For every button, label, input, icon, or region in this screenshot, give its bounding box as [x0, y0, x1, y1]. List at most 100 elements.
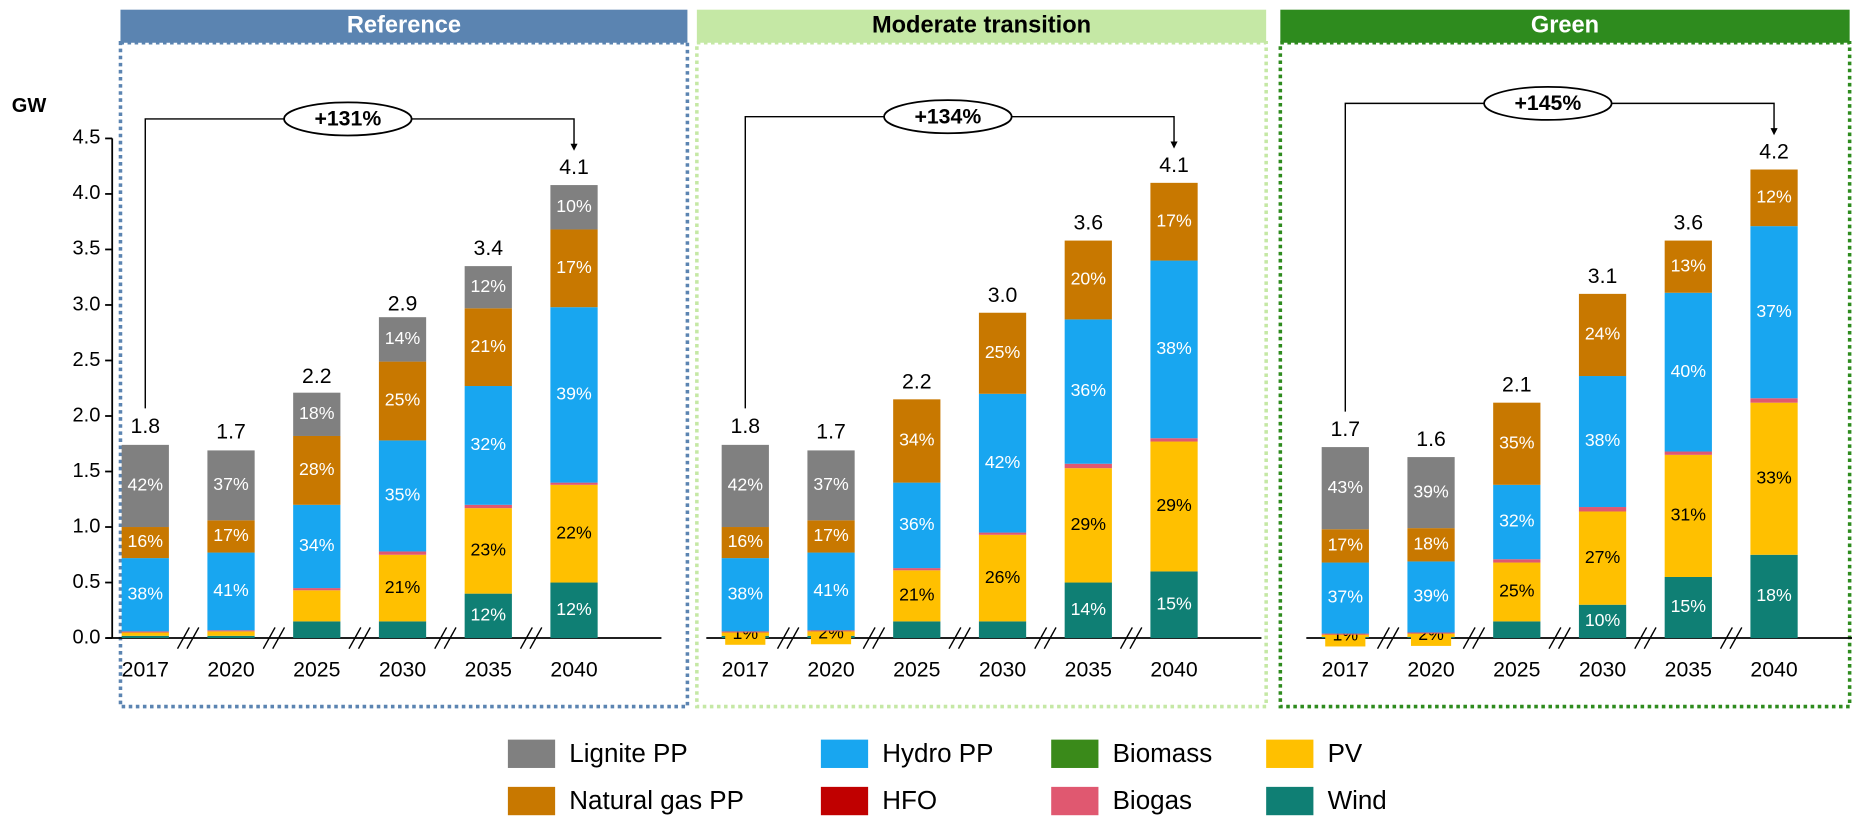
bar-segment [1578, 376, 1627, 508]
x-tick-label: 2040 [1750, 658, 1797, 682]
axis-break [348, 627, 362, 650]
y-tick-label: 2.5 [73, 349, 101, 371]
bar-segment [1750, 402, 1798, 555]
axis-break [1548, 627, 1562, 650]
x-tick-label: 2017 [122, 658, 169, 682]
bar-segment [807, 520, 855, 553]
share-label: 38% [1156, 338, 1192, 358]
share-label: 12% [471, 605, 507, 625]
bar-segment [1493, 402, 1541, 485]
bar-segment [207, 630, 255, 632]
share-label: 32% [1499, 511, 1535, 531]
x-tick-label: 2040 [550, 658, 597, 682]
share-label: 25% [1499, 581, 1535, 601]
bar-segment [1407, 528, 1455, 562]
share-label: 39% [1413, 586, 1449, 606]
panel-title: Reference [347, 12, 461, 38]
bar-segment [550, 307, 598, 483]
bar-segment [378, 317, 427, 362]
x-tick-label: 2017 [1322, 658, 1369, 682]
bar-segment [1750, 398, 1798, 403]
bar-segment [1664, 451, 1712, 455]
legend-swatch [507, 786, 556, 816]
bar-segment [721, 558, 769, 632]
axis-break [1119, 627, 1133, 650]
axis-break [186, 627, 200, 650]
legend-label: PV [1328, 738, 1363, 768]
x-tick-label: 2035 [1665, 658, 1712, 682]
total-label: 3.1 [1588, 264, 1618, 288]
bar-segment [978, 534, 1027, 622]
x-tick-label: 2030 [379, 658, 426, 682]
legend-swatch [507, 739, 556, 768]
share-label: 15% [1671, 596, 1707, 616]
bar-segment [121, 527, 169, 559]
share-label: 22% [556, 522, 592, 542]
x-tick-label: 2025 [1493, 658, 1540, 682]
total-label: 1.7 [216, 419, 246, 443]
axis-break [1719, 627, 1733, 650]
total-label: 3.6 [1074, 211, 1104, 235]
legend-swatch [1051, 786, 1099, 816]
legend-label: Lignite PP [569, 738, 687, 768]
axis-break [1034, 627, 1048, 650]
legend-swatch [1266, 739, 1314, 768]
share-label: 39% [1413, 481, 1449, 501]
bar-segment [207, 450, 255, 521]
bar-segment [978, 621, 1027, 639]
share-label: 25% [385, 390, 421, 410]
share-label: 21% [385, 577, 421, 597]
share-label: 17% [1156, 210, 1192, 230]
axis-break [948, 627, 962, 650]
axis-break [1643, 627, 1657, 650]
bar-segment [293, 590, 341, 622]
bar-segment [121, 444, 169, 528]
bar-segment [207, 631, 255, 636]
bar-segment [293, 621, 341, 639]
bar-segment [721, 444, 769, 528]
share-label: 38% [128, 583, 164, 603]
legend-swatch [820, 739, 869, 768]
bar-segment [1493, 562, 1541, 622]
bar-segment [464, 504, 512, 509]
bar-segment [121, 558, 169, 632]
x-tick-label: 2025 [293, 658, 340, 682]
panel-header [1280, 9, 1850, 43]
bar-segment [1493, 621, 1541, 639]
bar-segment [1578, 293, 1627, 377]
bar-segment [121, 632, 169, 636]
x-tick-label: 2020 [207, 658, 254, 682]
y-tick-label: 1.0 [73, 515, 101, 537]
axis-break [519, 627, 533, 650]
share-label: 41% [213, 580, 249, 600]
total-label: 1.8 [131, 414, 161, 438]
y-tick-label: 4.0 [73, 182, 101, 204]
share-label: 38% [1585, 430, 1621, 450]
bar-segment [1407, 457, 1455, 529]
share-label: 12% [1756, 187, 1792, 207]
bar-segment [1750, 169, 1798, 227]
axis-break [1557, 627, 1571, 650]
share-label: 26% [985, 567, 1021, 587]
bar-segment [1407, 561, 1455, 633]
share-label: 16% [728, 531, 764, 551]
y-tick-label: 1.5 [73, 460, 101, 482]
x-tick-label: 2040 [1150, 658, 1197, 682]
legend-label: Natural gas PP [569, 785, 744, 815]
share-label: 17% [213, 525, 249, 545]
share-label: 42% [128, 475, 164, 495]
share-label: 36% [1071, 380, 1107, 400]
y-tick-label: 2.0 [73, 404, 101, 426]
axis-break [786, 627, 800, 650]
bar-segment [893, 570, 941, 622]
bar-segment [1493, 484, 1541, 560]
y-tick-label: 0.0 [73, 626, 101, 648]
bar-segment [721, 527, 769, 559]
share-label: 17% [1328, 535, 1364, 555]
bar-segment [1064, 240, 1112, 320]
share-label: 14% [1071, 599, 1107, 619]
bar-segment [464, 593, 512, 639]
bar-segment [1407, 632, 1455, 634]
bar-segment [1578, 507, 1627, 512]
legend-label: Hydro PP [882, 738, 993, 768]
